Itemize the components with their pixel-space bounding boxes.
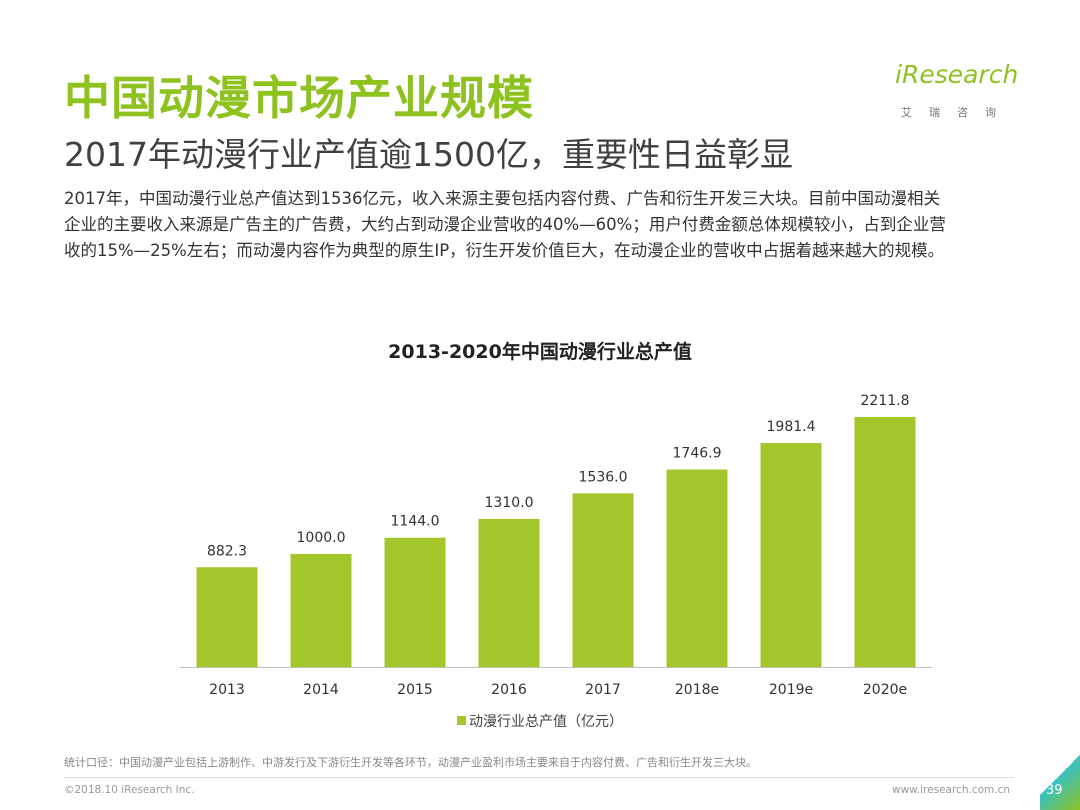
data-label-2013: 882.3 xyxy=(207,543,247,559)
data-label-2020e: 2211.8 xyxy=(861,393,910,409)
footer-url[interactable]: www.iresearch.com.cn xyxy=(892,784,1011,796)
iresearch-logo: iResearch 艾瑞咨询 xyxy=(893,60,1028,124)
data-label-2017: 1536.0 xyxy=(579,469,628,485)
legend-swatch xyxy=(457,716,466,725)
description-line: 企业的主要收入来源是广告主的广告费，大约占到动漫企业营收的40%—60%；用户付… xyxy=(64,215,946,234)
data-label-2016: 1310.0 xyxy=(485,495,534,511)
x-tick-label-2019e: 2019e xyxy=(769,682,813,698)
bar-2020e xyxy=(854,417,916,667)
bar-chart: 882.3 2013 1000.0 2014 1144.0 2015 1310.0 2016 1… xyxy=(180,393,932,698)
copyright-text: ©2018.10 iResearch Inc. xyxy=(64,784,195,796)
data-label-2015: 1144.0 xyxy=(391,514,440,530)
description-text: 2017年，中国动漫行业总产值达到1536亿元，收入来源主要包括内容付费、广告和… xyxy=(64,186,1024,264)
x-tick-label-2017: 2017 xyxy=(585,682,621,698)
page-number: 39 xyxy=(1046,783,1063,798)
bar-2015 xyxy=(384,537,446,667)
data-label-2014: 1000.0 xyxy=(297,530,346,546)
page-subtitle: 2017年动漫行业产值逾1500亿，重要性日益彰显 xyxy=(64,135,793,174)
footer-divider xyxy=(64,777,1014,778)
data-label-2018e: 1746.9 xyxy=(673,446,722,462)
bar-2018e xyxy=(666,469,728,667)
description-line: 收的15%—25%左右；而动漫内容作为典型的原生IP，衍生开发价值巨大，在动漫企… xyxy=(64,241,945,260)
logo-subtext: 艾瑞咨询 xyxy=(901,106,1013,119)
bar-2013 xyxy=(196,567,258,667)
x-tick-label-2018e: 2018e xyxy=(675,682,719,698)
bar-2016 xyxy=(478,518,540,667)
bar-2019e xyxy=(760,443,822,667)
corner-decoration xyxy=(1040,740,1080,810)
legend-label: 动漫行业总产值（亿元） xyxy=(469,714,623,730)
x-tick-label-2015: 2015 xyxy=(397,682,433,698)
description-line: 2017年，中国动漫行业总产值达到1536亿元，收入来源主要包括内容付费、广告和… xyxy=(64,189,940,208)
x-tick-label-2020e: 2020e xyxy=(863,682,907,698)
x-tick-label-2014: 2014 xyxy=(303,682,339,698)
x-tick-label-2016: 2016 xyxy=(491,682,527,698)
footnote: 统计口径：中国动漫产业包括上游制作、中游发行及下游衍生开发等各环节，动漫产业盈利… xyxy=(64,756,757,769)
bar-2017 xyxy=(572,493,634,667)
logo-text: iResearch xyxy=(895,60,1019,89)
x-tick-label-2013: 2013 xyxy=(209,682,245,698)
data-label-2019e: 1981.4 xyxy=(767,419,816,435)
bar-2014 xyxy=(290,553,352,667)
page-title: 中国动漫市场产业规模 xyxy=(64,71,534,125)
chart-title: 2013-2020年中国动漫行业总产值 xyxy=(388,341,692,363)
chart-legend: 动漫行业总产值（亿元） xyxy=(0,711,1080,731)
